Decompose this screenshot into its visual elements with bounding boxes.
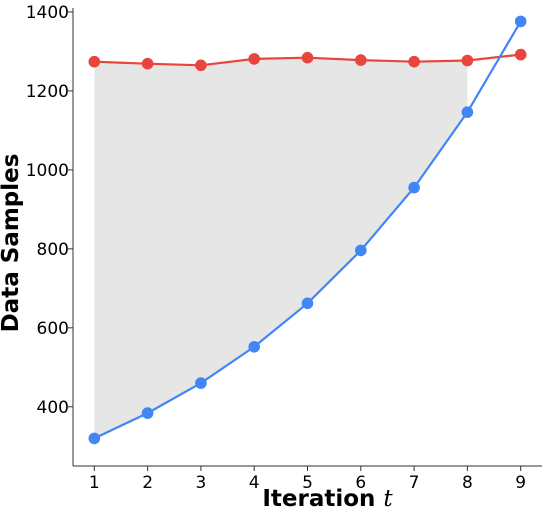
series-1-point bbox=[355, 54, 367, 66]
x-tick-label: 2 bbox=[142, 473, 153, 493]
x-tick-label: 3 bbox=[195, 473, 206, 493]
series-2-point bbox=[301, 297, 314, 310]
y-tick-label: 1400 bbox=[26, 3, 69, 23]
series-2-point bbox=[408, 181, 420, 194]
series-2-point bbox=[461, 106, 474, 118]
series-layer bbox=[88, 15, 527, 445]
series-2-point bbox=[514, 15, 527, 28]
x-axis-label-text: Iteration bbox=[262, 486, 383, 512]
series-2-point bbox=[88, 432, 101, 445]
y-tick-label: 800 bbox=[37, 240, 69, 260]
series-1-point bbox=[408, 55, 420, 68]
series-1-point bbox=[248, 53, 260, 65]
series-2-point bbox=[195, 377, 207, 389]
x-tick-label: 9 bbox=[515, 473, 526, 493]
fill-between-area bbox=[94, 57, 468, 439]
x-tick-label: 5 bbox=[302, 473, 313, 493]
series-2-point bbox=[141, 407, 154, 419]
y-tick-label: 1000 bbox=[26, 161, 69, 181]
x-tick-label: 8 bbox=[462, 473, 473, 493]
axes: 1 2 3 4 5 6 7 8 9 400 600 800 1000 1200 1400 bbox=[26, 3, 542, 493]
series-2 bbox=[88, 15, 527, 445]
series-1-point bbox=[88, 55, 101, 68]
y-tick-label: 1200 bbox=[26, 82, 69, 102]
x-ticks: 1 2 3 4 5 6 7 8 9 bbox=[89, 466, 526, 493]
y-axis-label: Data Samples bbox=[0, 154, 24, 333]
x-axis-label-variable: t bbox=[383, 486, 393, 512]
x-axis-label: Iteration t bbox=[262, 486, 393, 512]
series-1-point bbox=[514, 48, 527, 61]
fill-between-region bbox=[94, 57, 468, 439]
x-tick-label: 6 bbox=[355, 473, 366, 493]
y-ticks: 400 600 800 1000 1200 1400 bbox=[26, 3, 73, 418]
x-tick-label: 4 bbox=[249, 473, 260, 493]
x-tick-label: 1 bbox=[89, 473, 100, 493]
series-1-point bbox=[141, 57, 154, 70]
series-1-point bbox=[301, 51, 314, 64]
y-tick-label: 600 bbox=[37, 319, 69, 339]
y-tick-label: 400 bbox=[37, 398, 69, 418]
series-1 bbox=[88, 48, 527, 72]
series-1-point bbox=[195, 59, 207, 72]
series-1-point bbox=[461, 54, 474, 67]
x-tick-label: 7 bbox=[409, 473, 420, 493]
series-2-point bbox=[248, 341, 260, 353]
series-2-point bbox=[355, 244, 367, 257]
